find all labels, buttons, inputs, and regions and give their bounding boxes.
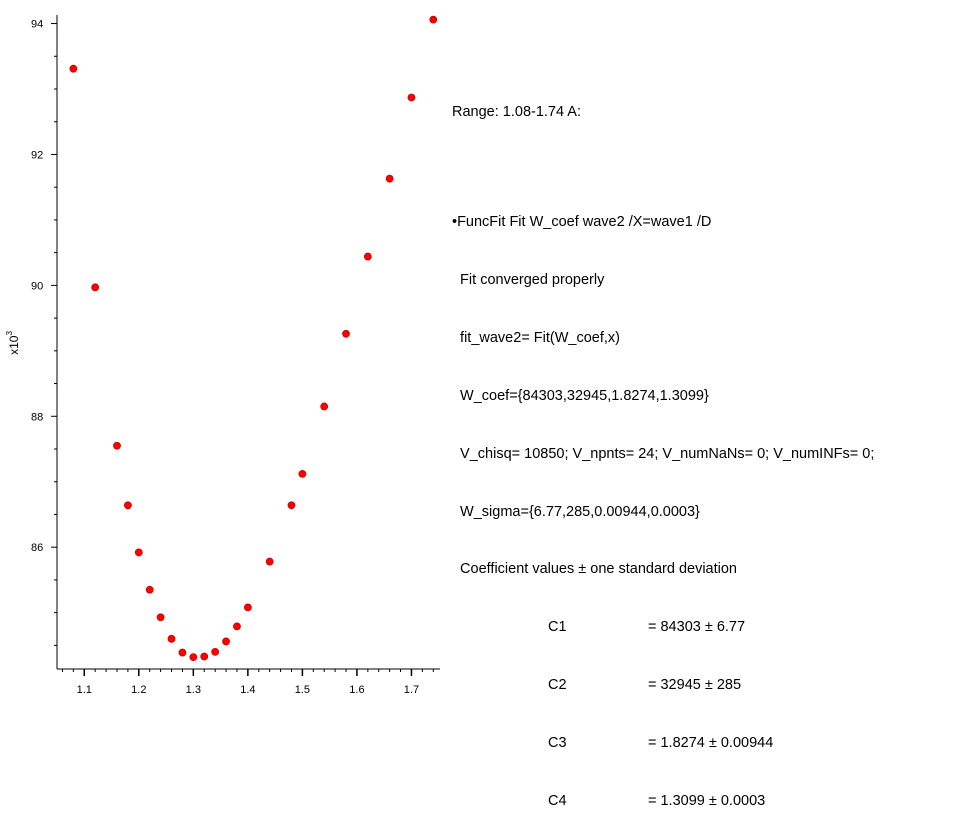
y-tick-label: 92	[31, 149, 43, 161]
coef-value: = 84303 ± 6.77	[648, 619, 746, 636]
annotation-spacer	[452, 160, 874, 174]
data-point	[407, 93, 416, 102]
x-tick-label: 1.6	[349, 684, 364, 696]
fit-wave-line: fit_wave2= Fit(W_coef,x)	[452, 329, 621, 346]
y-multiplier-text: x103	[5, 331, 21, 355]
data-point	[429, 15, 438, 24]
x-tick-label: 1.2	[131, 684, 146, 696]
data-point	[363, 252, 372, 261]
coef-value: = 32945 ± 285	[648, 677, 742, 694]
chart: 86 88 90 92 94 1.1 1.2 1.3 1.4 1.5 1.6 1.7 x103	[5, 15, 440, 696]
fit-coef-line: W_coef={84303,32945,1.8274,1.3099}	[452, 387, 709, 404]
data-point	[189, 653, 198, 662]
data-point	[342, 329, 350, 338]
x-tick-label: 1.1	[77, 684, 92, 696]
coef-name: C2	[548, 677, 567, 694]
fit-annotation: Range: 1.08-1.74 A: •FuncFit Fit W_coef …	[452, 64, 874, 831]
coef-name: C4	[548, 792, 567, 809]
coef-value: = 1.8274 ± 0.00944	[648, 735, 774, 752]
fit-stats-line: V_chisq= 10850; V_npnts= 24; V_numNaNs= …	[452, 445, 875, 462]
data-point	[385, 174, 394, 183]
coef-row-c1: C1 = 84303 ± 6.77	[452, 618, 874, 637]
coef-row-c2: C2 = 32945 ± 285	[452, 676, 874, 695]
data-point	[243, 603, 252, 612]
coef-row-c4: C4 = 1.3099 ± 0.0003	[452, 792, 874, 811]
data-point	[113, 441, 121, 450]
x-tick-label: 1.4	[240, 684, 255, 696]
fit-sigma-line: W_sigma={6.77,285,0.00944,0.0003}	[452, 503, 700, 520]
data-point	[167, 634, 176, 643]
x-tick-label: 1.5	[295, 684, 310, 696]
x-tick-label: 1.3	[186, 684, 201, 696]
data-point	[123, 501, 132, 510]
data-point	[156, 613, 165, 622]
data-point	[69, 64, 78, 73]
y-tick-label: 94	[31, 19, 43, 31]
data-point	[287, 501, 296, 510]
data-point	[145, 585, 154, 594]
y-tick-label: 86	[31, 542, 43, 554]
fit-command-line: •FuncFit Fit W_coef wave2 /X=wave1 /D	[452, 214, 712, 231]
data-point	[265, 557, 274, 566]
data-point	[222, 637, 230, 646]
data-point	[91, 283, 100, 292]
y-tick-label: 88	[31, 411, 43, 423]
y-multiplier-label: x103	[5, 331, 21, 355]
x-tick-label: 1.7	[404, 684, 419, 696]
coef-name: C3	[548, 735, 567, 752]
coef-header-line: Coefficient values ± one standard deviat…	[452, 561, 737, 578]
data-point	[178, 648, 187, 657]
coef-value: = 1.3099 ± 0.0003	[648, 792, 766, 809]
y-tick-label: 90	[31, 280, 43, 292]
coef-row-c3: C3 = 1.8274 ± 0.00944	[452, 734, 874, 753]
fit-status-line: Fit converged properly	[452, 271, 605, 288]
data-point	[211, 648, 220, 656]
data-point	[134, 548, 143, 557]
data-point	[233, 622, 241, 631]
data-point	[200, 652, 209, 661]
range-text: Range: 1.08-1.74 A:	[452, 103, 581, 120]
data-point	[320, 402, 329, 411]
data-point	[298, 469, 307, 478]
coef-name: C1	[548, 619, 567, 636]
